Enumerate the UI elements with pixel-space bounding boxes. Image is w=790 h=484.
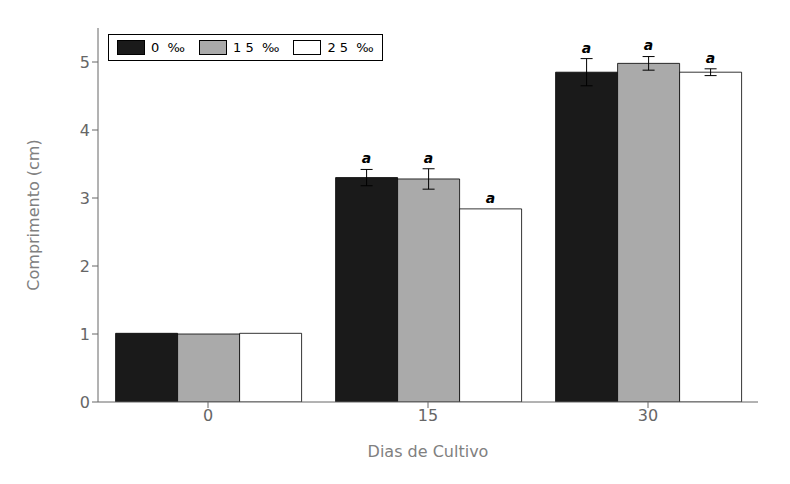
svg-text:a: a — [486, 190, 495, 206]
svg-text:a: a — [582, 40, 591, 56]
svg-text:a: a — [362, 150, 371, 166]
svg-text:4: 4 — [80, 121, 90, 140]
html-text:1 5 ‰: 1 5 ‰ — [233, 40, 280, 55]
svg-text:1: 1 — [80, 325, 90, 344]
svg-text:30: 30 — [638, 406, 658, 425]
svg-text:a: a — [706, 50, 715, 66]
svg-text:15: 15 — [418, 406, 438, 425]
svg-text:5: 5 — [80, 53, 90, 72]
svg-text:3: 3 — [80, 189, 90, 208]
svg-text:0: 0 — [203, 406, 213, 425]
svg-text:2: 2 — [80, 257, 90, 276]
html-text:2 5 ‰: 2 5 ‰ — [327, 40, 374, 55]
svg-text:Comprimento (cm): Comprimento (cm) — [24, 139, 43, 290]
svg-text:Dias de Cultivo: Dias de Cultivo — [368, 442, 489, 461]
svg-text:a: a — [424, 150, 433, 166]
svg-text:0: 0 — [80, 393, 90, 412]
html-text:0 ‰: 0 ‰ — [151, 40, 185, 55]
svg-text:a: a — [644, 37, 653, 53]
